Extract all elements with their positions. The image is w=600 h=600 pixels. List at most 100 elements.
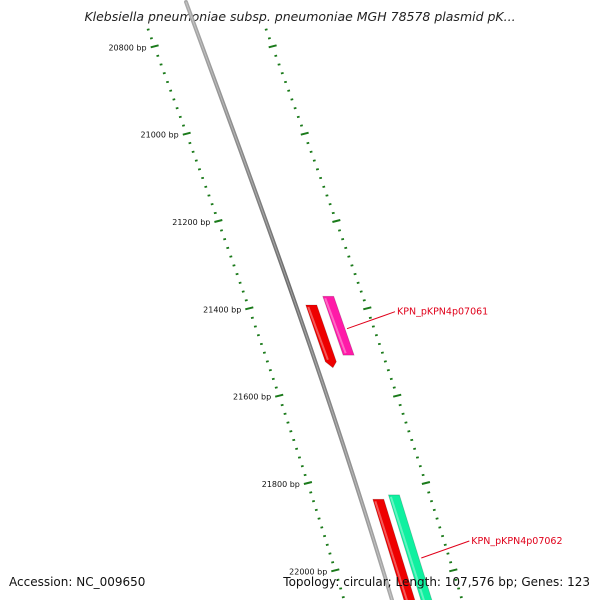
minor-tick [389, 377, 393, 381]
minor-tick [259, 342, 263, 346]
minor-tick [347, 255, 351, 258]
minor-tick [296, 115, 300, 119]
minor-tick [328, 203, 332, 206]
minor-tick [368, 316, 372, 319]
minor-tick [146, 28, 150, 31]
minor-tick [418, 465, 422, 468]
feature-highlight [324, 297, 347, 354]
minor-tick [169, 89, 173, 92]
minor-tick [165, 80, 170, 84]
major-tick [300, 131, 309, 136]
minor-tick [459, 596, 463, 599]
tick-label: 21400 bp [203, 305, 241, 314]
major-tick [268, 44, 277, 49]
minor-tick [250, 316, 254, 319]
minor-tick [371, 325, 375, 328]
minor-tick [162, 72, 166, 75]
feature-highlight [374, 500, 408, 600]
minor-tick [413, 447, 417, 450]
minor-tick [277, 63, 281, 66]
major-tick [421, 481, 431, 485]
major-tick [214, 219, 223, 223]
minor-tick [323, 534, 327, 538]
minor-tick [454, 578, 458, 581]
minor-tick [297, 456, 301, 459]
major-tick [331, 568, 340, 573]
minor-tick [204, 185, 208, 188]
minor-tick [392, 386, 396, 389]
minor-tick [300, 465, 304, 468]
minor-tick [415, 456, 419, 459]
plasmid-backbone-highlight [185, 1, 393, 600]
minor-tick [344, 246, 348, 250]
minor-tick [407, 430, 411, 433]
minor-tick [181, 124, 186, 127]
minor-tick [309, 491, 313, 494]
minor-tick [336, 578, 340, 581]
minor-tick [287, 89, 291, 92]
cds-feature[interactable] [305, 304, 337, 369]
minor-tick [457, 587, 461, 590]
minor-tick [219, 229, 224, 232]
minor-tick [290, 98, 294, 101]
minor-tick [283, 412, 287, 415]
minor-tick [328, 552, 332, 555]
minor-tick [315, 168, 319, 171]
minor-tick [280, 72, 284, 75]
major-tick [332, 219, 341, 223]
minor-tick [309, 150, 313, 153]
minor-tick [322, 185, 326, 188]
minor-tick [293, 107, 297, 110]
cds-feature[interactable] [372, 498, 420, 600]
minor-tick [438, 526, 442, 529]
minor-tick [271, 377, 275, 381]
minor-tick [238, 281, 242, 284]
minor-tick [441, 534, 445, 538]
minor-tick [256, 334, 260, 337]
minor-tick [274, 54, 278, 57]
minor-tick [201, 176, 205, 180]
minor-tick [295, 447, 299, 450]
minor-tick [262, 351, 266, 354]
minor-tick [421, 473, 425, 477]
major-tick [274, 393, 284, 398]
gene-labels: KPN_pKPN4p07061 KPN_pKPN4p07062 [346, 307, 563, 559]
gene-label[interactable]: KPN_pKPN4p07061 [397, 307, 488, 318]
minor-tick [283, 80, 288, 84]
minor-tick [149, 37, 153, 40]
major-tick [182, 131, 191, 136]
minor-tick [377, 342, 381, 346]
minor-tick [191, 150, 195, 153]
tick-label: 21200 bp [172, 218, 210, 227]
minor-tick [449, 561, 453, 564]
gene-feature[interactable] [387, 494, 436, 600]
minor-tick [398, 403, 402, 407]
minor-tick [380, 351, 384, 354]
minor-tick [280, 403, 284, 407]
minor-tick [235, 272, 239, 276]
minor-tick [267, 37, 271, 40]
minor-tick [359, 290, 363, 293]
minor-tick [311, 500, 316, 503]
minor-tick [213, 211, 217, 215]
minor-tick [410, 438, 414, 442]
minor-tick [299, 124, 304, 127]
gene-feature[interactable] [322, 295, 355, 356]
gene-label-connector [421, 540, 470, 559]
minor-tick [289, 430, 293, 433]
minor-tick [223, 238, 227, 241]
minor-tick [172, 98, 176, 101]
minor-tick [362, 299, 366, 302]
accession-text: Accession: NC_009650 [9, 575, 146, 589]
minor-tick [314, 508, 318, 512]
major-tick [363, 306, 372, 311]
gene-label[interactable]: KPN_pKPN4p07062 [471, 536, 562, 547]
minor-tick [337, 229, 342, 232]
minor-tick [339, 587, 343, 590]
minor-tick [404, 421, 408, 424]
minor-tick [341, 596, 345, 599]
minor-tick [350, 264, 354, 267]
minor-tick [159, 63, 163, 66]
